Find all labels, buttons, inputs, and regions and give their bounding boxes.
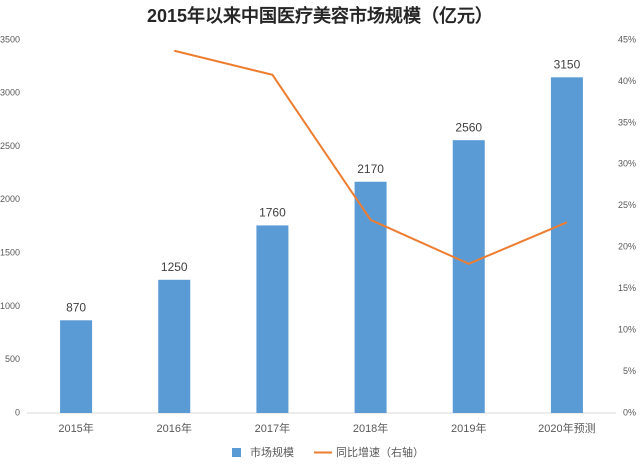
legend-label: 市场规模 [250,445,294,459]
line [174,49,568,265]
y2-tick-label: 5% [623,366,636,376]
value-label: 2560 [455,120,482,134]
x-tick-label: 2016年 [157,421,192,435]
value-label: 1250 [161,260,188,274]
legend-swatch [232,448,241,457]
x-tick-label: 2020年预测 [538,421,595,435]
bar [550,77,583,414]
y2-tick-label: 25% [618,200,636,210]
bar [60,320,93,413]
x-tick-label: 2019年 [451,421,486,435]
y-tick-label: 1000 [0,301,20,311]
y2-tick-label: 15% [618,283,636,293]
y-tick-label: 500 [5,354,20,364]
y2-tick-label: 40% [618,76,636,86]
chart-title: 2015年以来中国医疗美容市场规模（亿元） [147,5,493,26]
y-tick-label: 2000 [0,194,20,204]
y2-tick-label: 10% [618,324,636,334]
y2-tick-label: 45% [618,34,636,44]
value-label: 870 [66,300,86,314]
x-tick-label: 2018年 [353,421,388,435]
y-tick-label: 1500 [0,248,20,258]
y2-tick-label: 30% [618,159,636,169]
bar [354,181,387,413]
value-label: 3150 [554,57,581,71]
y-tick-label: 3000 [0,88,20,98]
x-tick-label: 2015年 [58,421,93,435]
x-tick-label: 2017年 [255,421,290,435]
value-label: 1760 [259,206,286,220]
bar [452,140,485,414]
y-tick-label: 0 [15,407,20,417]
value-label: 2170 [357,162,384,176]
y-tick-label: 3500 [0,34,20,44]
y2-tick-label: 0% [623,407,636,417]
bar [158,279,191,413]
y-tick-label: 2500 [0,141,20,151]
y2-tick-label: 20% [618,242,636,252]
legend-label: 同比增速（右轴） [336,445,424,459]
y2-tick-label: 35% [618,117,636,127]
bar [256,225,289,413]
